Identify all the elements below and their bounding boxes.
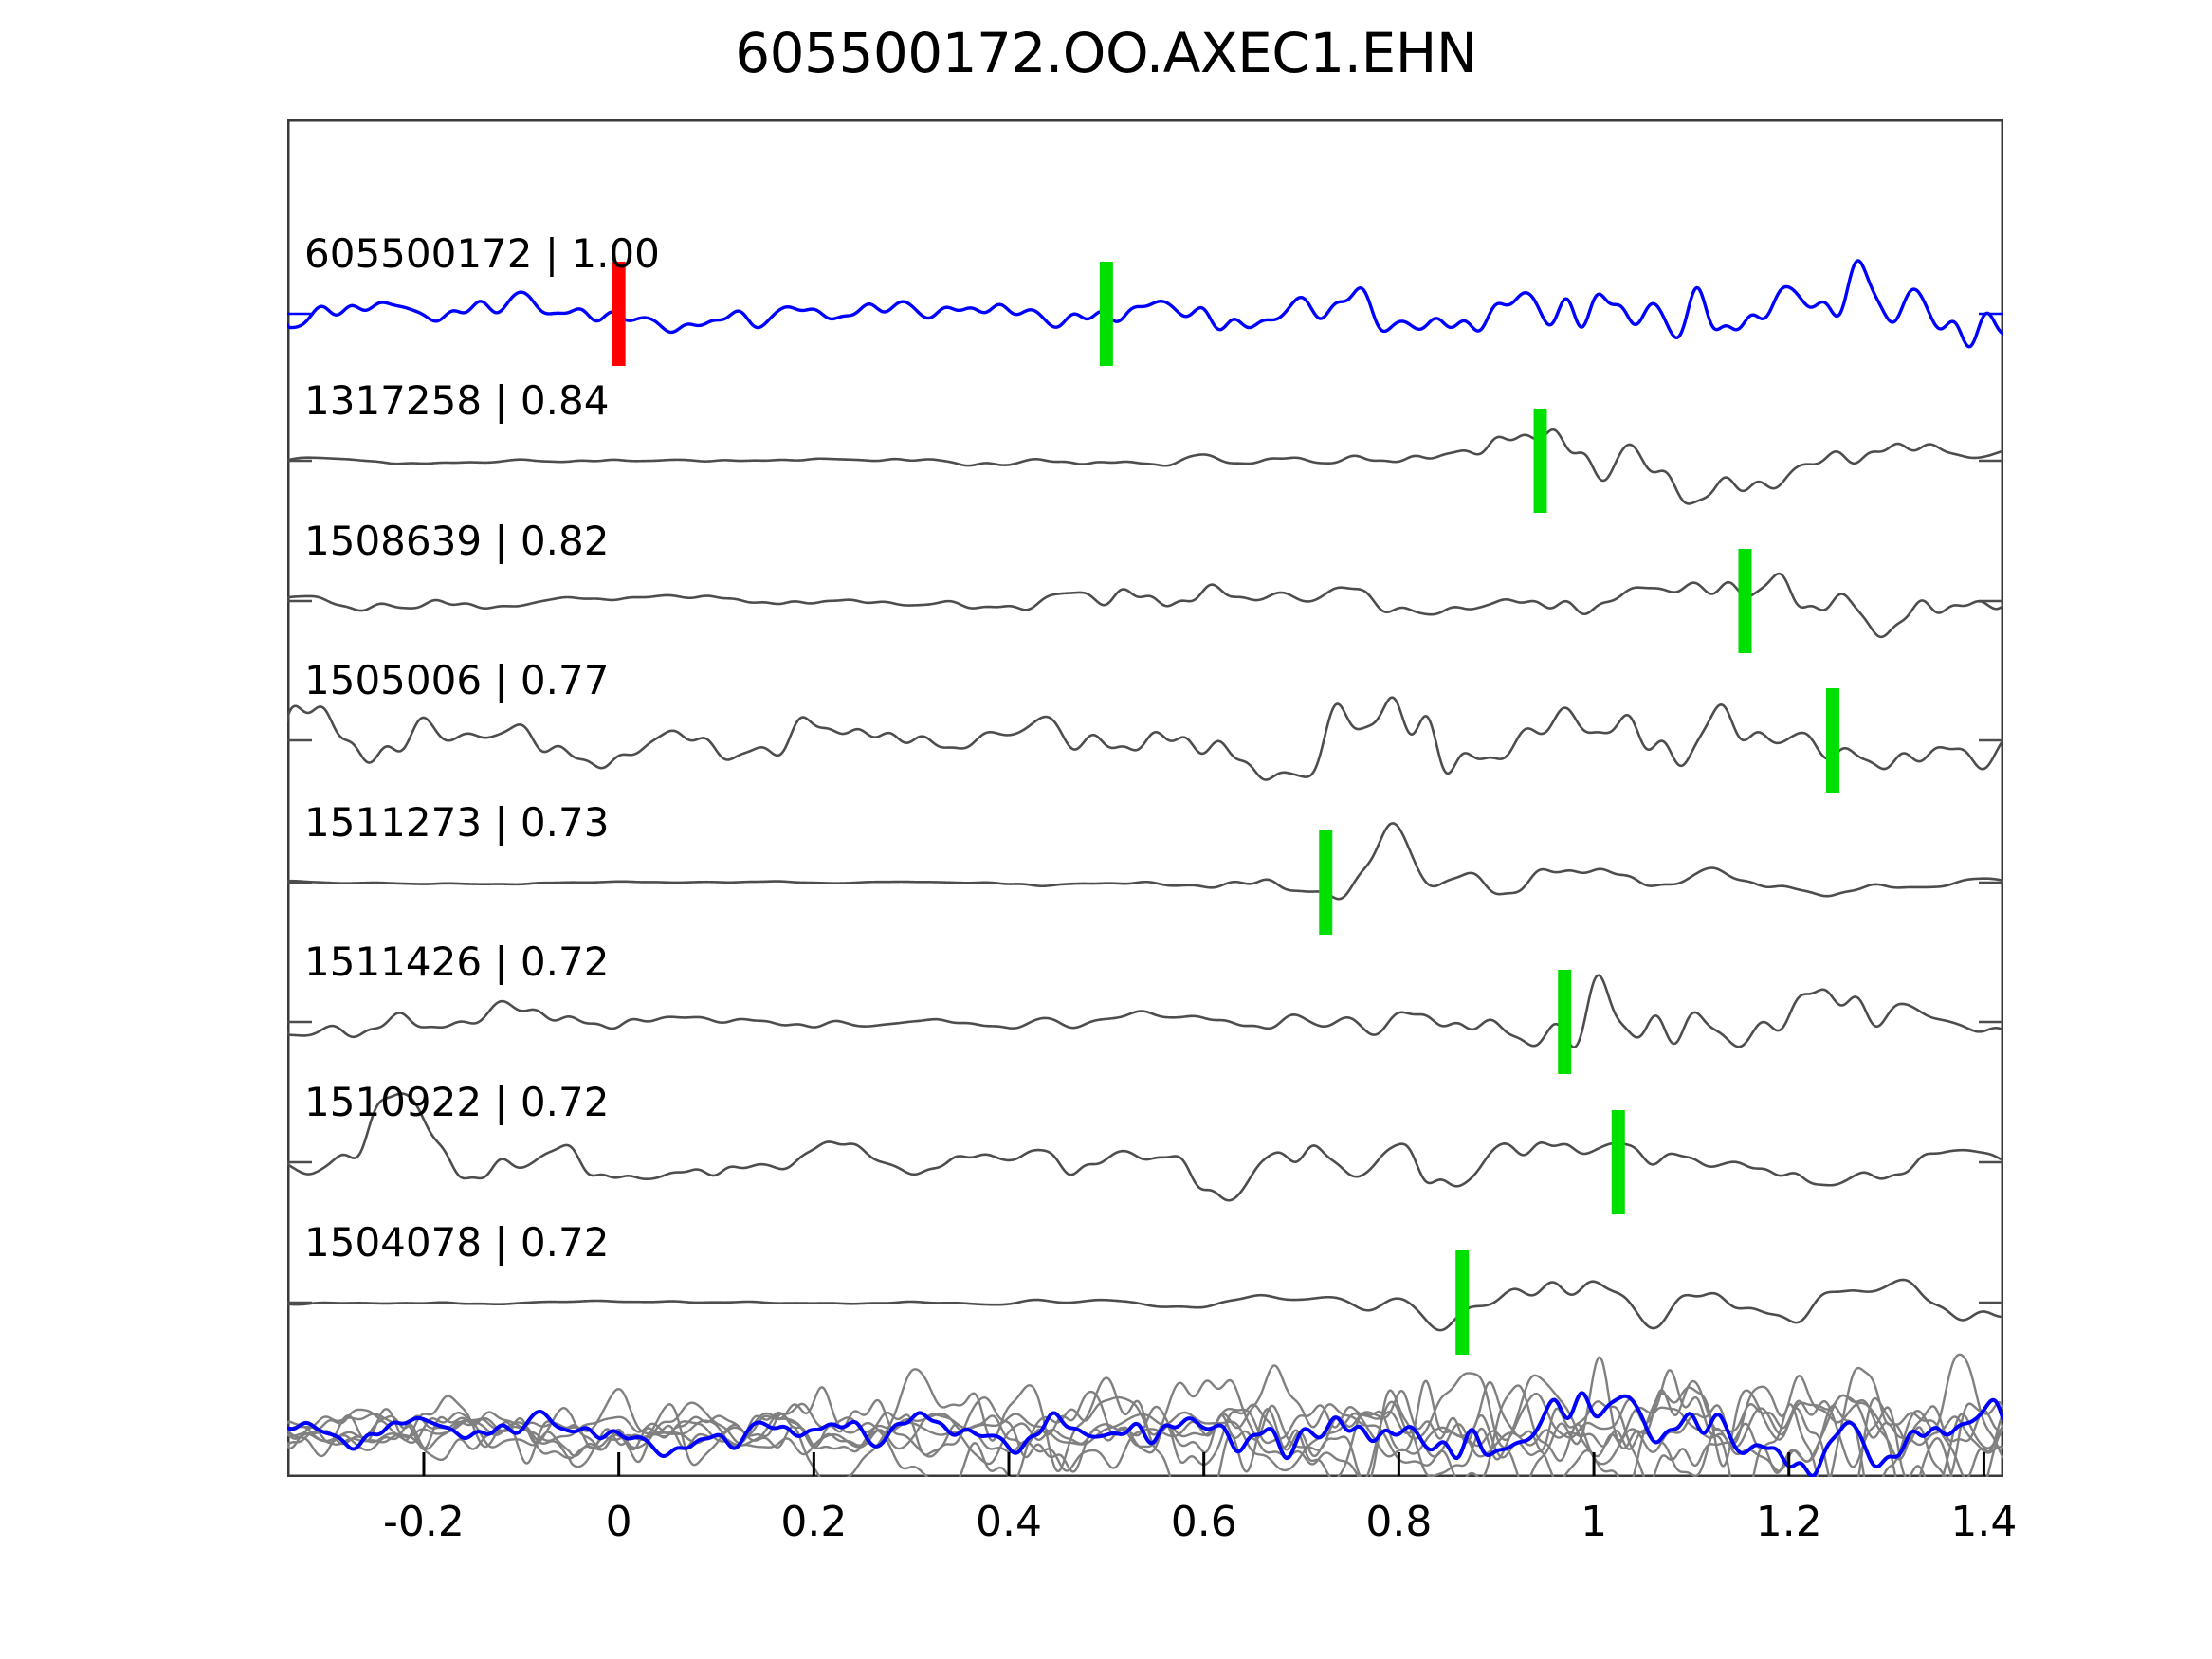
waveform-trace [287, 974, 2003, 1048]
pick-marker-secondary [1319, 830, 1333, 935]
overlay-trace-gray [287, 1364, 2003, 1477]
pick-marker-secondary [1533, 409, 1547, 513]
x-tick-label: 1 [1581, 1498, 1608, 1546]
overlay-trace-gray [287, 1387, 2003, 1477]
pick-marker-secondary [1826, 688, 1840, 793]
traces-group [287, 259, 2003, 1332]
overlay-group [287, 1353, 2003, 1477]
waveform-trace [287, 696, 2003, 781]
overlay-trace-gray [287, 1392, 2003, 1472]
overlay-trace-target [287, 1391, 2003, 1477]
trace-label: 1510922 | 0.72 [304, 1079, 610, 1125]
pick-marker-secondary [1099, 262, 1113, 366]
page-title: 605500172.OO.AXEC1.EHN [735, 21, 1477, 85]
waveform-plot [287, 119, 2003, 1477]
plot-area: 605500172 | 1.00 1317258 | 0.84 1508639 | … [287, 119, 2003, 1477]
pick-marker-secondary [1558, 970, 1572, 1074]
pick-marker-secondary [1455, 1250, 1470, 1355]
x-tick-label: 0 [605, 1498, 632, 1546]
waveform-trace [287, 428, 2003, 505]
pick-marker-primary [612, 262, 626, 366]
trace-label: 1511426 | 0.72 [304, 939, 610, 985]
x-tick-label: 0.4 [976, 1498, 1043, 1546]
waveform-trace [287, 259, 2003, 349]
x-tick-label: 1.4 [1950, 1498, 2018, 1546]
waveform-trace [287, 1278, 2003, 1332]
x-axis-tick-labels: -0.2 0 0.2 0.4 0.6 0.8 1 1.2 1.4 [0, 1498, 2212, 1564]
trace-label: 605500172 | 1.00 [304, 230, 660, 277]
overlay-trace-gray [287, 1353, 2003, 1477]
pick-marker-secondary [1738, 549, 1752, 653]
plot-frame [287, 119, 2003, 1477]
waveform-trace [287, 572, 2003, 639]
trace-label: 1505006 | 0.77 [304, 657, 610, 703]
x-axis-tick-marks [422, 1452, 1985, 1476]
overlay-trace-gray [287, 1379, 2003, 1477]
x-tick-label: -0.2 [383, 1498, 465, 1546]
x-tick-label: 0.2 [780, 1498, 848, 1546]
x-tick-label: 1.2 [1755, 1498, 1822, 1546]
trace-label: 1504078 | 0.72 [304, 1219, 610, 1266]
x-tick-label: 0.8 [1365, 1498, 1433, 1546]
x-tick-label: 0.6 [1170, 1498, 1237, 1546]
trace-label: 1317258 | 0.84 [304, 377, 610, 424]
trace-label: 1508639 | 0.82 [304, 518, 610, 564]
waveform-trace [287, 822, 2003, 901]
picks-group [612, 262, 1840, 1355]
pick-marker-secondary [1611, 1110, 1625, 1214]
trace-label: 1511273 | 0.73 [304, 799, 610, 846]
waveform-trace [287, 1092, 2003, 1202]
